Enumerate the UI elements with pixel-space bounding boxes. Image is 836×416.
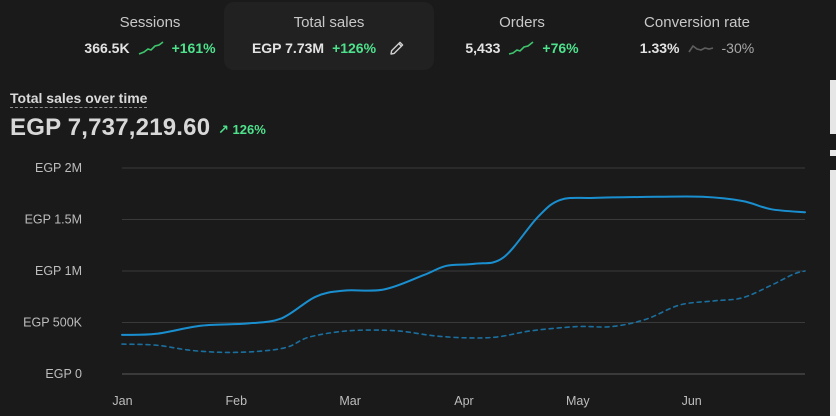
- y-tick-label: EGP 500K: [23, 316, 83, 330]
- metric-conversion-rate[interactable]: Conversion rate 1.33% -30%: [604, 2, 790, 70]
- series-line-current[interactable]: [121, 195, 806, 336]
- chart-grid: [122, 167, 805, 375]
- x-tick-label: Jun: [682, 394, 702, 408]
- metric-change: +161%: [171, 40, 216, 56]
- x-axis-ticks: Jan Feb Mar Apr May Jun: [112, 394, 701, 408]
- y-tick-label: EGP 1.5M: [25, 213, 82, 227]
- chart-change-value: 126%: [232, 122, 266, 137]
- x-tick-label: Feb: [226, 394, 248, 408]
- metric-change: +76%: [542, 40, 579, 56]
- x-tick-label: Jan: [112, 394, 132, 408]
- scrollbar-notch: [830, 150, 836, 156]
- pencil-icon[interactable]: [388, 39, 406, 57]
- chart-total-value: EGP 7,737,219.60: [10, 114, 211, 141]
- sparkline-icon: [687, 44, 713, 53]
- metric-change: -30%: [721, 40, 755, 56]
- series-line-comparison[interactable]: [121, 270, 806, 354]
- chart-change-badge: ↗ 126%: [218, 122, 266, 138]
- scrollbar-thumb[interactable]: [830, 170, 836, 416]
- sparkline-icon: [138, 41, 164, 55]
- metric-orders[interactable]: Orders 5,433 +76%: [432, 2, 612, 70]
- metric-label: Sessions: [119, 14, 181, 31]
- metric-label: Orders: [499, 14, 545, 31]
- x-tick-label: Mar: [339, 394, 361, 408]
- y-tick-label: EGP 2M: [35, 161, 82, 175]
- metric-value: 1.33%: [639, 40, 680, 56]
- x-tick-label: May: [566, 394, 590, 408]
- metric-sessions[interactable]: Sessions 366.5K +161%: [60, 2, 240, 70]
- metric-value: 366.5K: [84, 40, 130, 56]
- metric-label: Conversion rate: [644, 14, 750, 31]
- metric-value: 5,433: [465, 40, 501, 56]
- y-tick-label: EGP 1M: [35, 264, 82, 278]
- y-tick-label: EGP 0: [45, 367, 82, 381]
- metric-total-sales[interactable]: Total sales EGP 7.73M +126%: [224, 2, 434, 70]
- metric-value: EGP 7.73M: [251, 40, 325, 56]
- sales-line-chart: EGP 0 EGP 500K EGP 1M EGP 1.5M EGP 2M Jan Feb…: [23, 161, 806, 408]
- chart-title[interactable]: Total sales over time: [10, 90, 148, 108]
- sparkline-icon: [509, 41, 534, 55]
- arrow-up-right-icon: ↗: [218, 122, 229, 137]
- metric-change: +126%: [332, 40, 377, 56]
- metric-label: Total sales: [293, 14, 365, 31]
- x-tick-label: Apr: [454, 394, 473, 408]
- scrollbar-track[interactable]: [830, 80, 836, 134]
- y-axis-ticks: EGP 0 EGP 500K EGP 1M EGP 1.5M EGP 2M: [23, 161, 83, 381]
- chart-series: [121, 195, 806, 354]
- metrics-bar: Sessions 366.5K +161% Total sales EGP 7.…: [0, 0, 836, 72]
